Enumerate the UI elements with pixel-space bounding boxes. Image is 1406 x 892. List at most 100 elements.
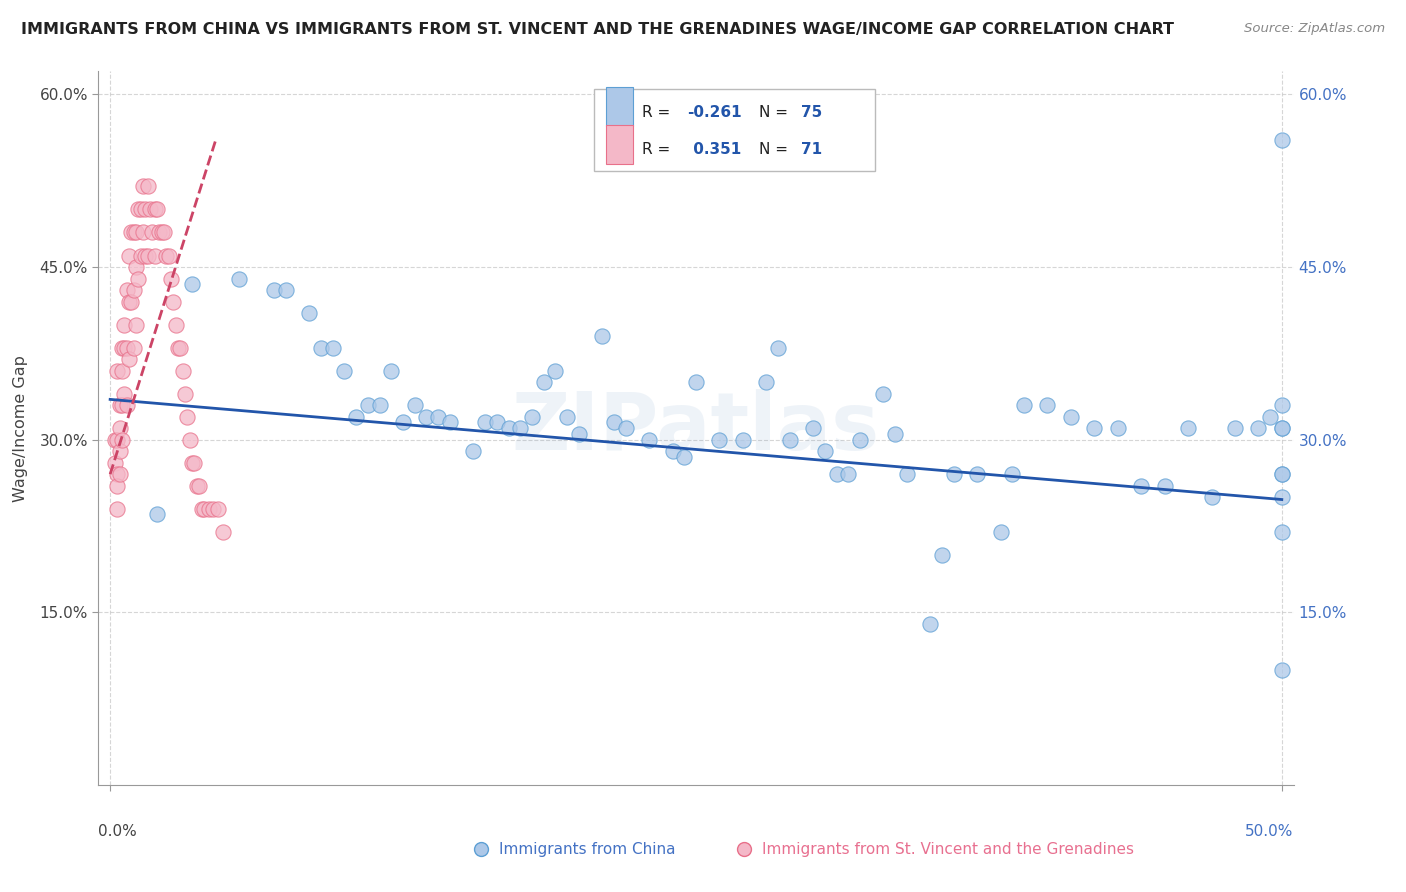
Point	[181, 277, 204, 292]
Point	[118, 294, 141, 309]
Point	[333, 363, 356, 377]
Point	[614, 421, 637, 435]
Point	[1060, 409, 1083, 424]
Point	[112, 341, 135, 355]
Point	[309, 341, 332, 355]
Point	[1247, 421, 1270, 435]
Point	[801, 421, 824, 435]
Point	[368, 398, 391, 412]
FancyBboxPatch shape	[606, 125, 633, 164]
Point	[120, 294, 142, 309]
Point	[108, 398, 131, 412]
Point	[172, 363, 194, 377]
Text: Immigrants from St. Vincent and the Grenadines: Immigrants from St. Vincent and the Gren…	[762, 842, 1133, 856]
Point	[134, 248, 156, 262]
Point	[127, 271, 149, 285]
Point	[766, 341, 789, 355]
Point	[105, 433, 128, 447]
Point	[1153, 479, 1175, 493]
Point	[112, 386, 135, 401]
Point	[1271, 467, 1294, 482]
Point	[1271, 490, 1294, 504]
Point	[1271, 467, 1294, 482]
Point	[942, 467, 965, 482]
Point	[1130, 479, 1153, 493]
Point	[155, 248, 177, 262]
Point	[298, 306, 321, 320]
Text: Source: ZipAtlas.com: Source: ZipAtlas.com	[1244, 22, 1385, 36]
Point	[322, 341, 344, 355]
Point	[108, 467, 131, 482]
Point	[533, 375, 555, 389]
Point	[603, 416, 626, 430]
Point	[1001, 467, 1024, 482]
Point	[105, 363, 128, 377]
Point	[380, 363, 402, 377]
Point	[709, 433, 731, 447]
Point	[1012, 398, 1035, 412]
Point	[115, 283, 138, 297]
Point	[1036, 398, 1059, 412]
Point	[673, 450, 696, 464]
Y-axis label: Wage/Income Gap: Wage/Income Gap	[14, 355, 28, 501]
Point	[132, 179, 155, 194]
Point	[150, 226, 173, 240]
Point	[105, 479, 128, 493]
Point	[183, 456, 205, 470]
Point	[755, 375, 778, 389]
Text: -0.261: -0.261	[688, 104, 742, 120]
FancyBboxPatch shape	[595, 89, 875, 171]
Point	[129, 248, 152, 262]
Point	[415, 409, 437, 424]
Point	[193, 501, 215, 516]
Point	[1271, 663, 1294, 677]
Point	[814, 444, 837, 458]
Point	[463, 444, 485, 458]
Point	[111, 341, 134, 355]
Text: R =: R =	[643, 143, 675, 157]
Point	[190, 501, 212, 516]
Point	[125, 318, 148, 332]
Point	[125, 226, 148, 240]
Point	[1271, 133, 1294, 147]
Text: ZIPatlas: ZIPatlas	[512, 389, 880, 467]
Point	[990, 524, 1012, 539]
Point	[157, 248, 180, 262]
Text: IMMIGRANTS FROM CHINA VS IMMIGRANTS FROM ST. VINCENT AND THE GRENADINES WAGE/INC: IMMIGRANTS FROM CHINA VS IMMIGRANTS FROM…	[21, 22, 1174, 37]
Point	[188, 479, 211, 493]
Point	[474, 416, 496, 430]
Point	[111, 398, 134, 412]
Point	[439, 416, 461, 430]
Point	[1083, 421, 1105, 435]
Point	[105, 501, 128, 516]
Point	[1271, 421, 1294, 435]
Point	[108, 444, 131, 458]
Point	[104, 433, 127, 447]
Point	[849, 433, 872, 447]
Point	[174, 386, 197, 401]
Point	[153, 226, 176, 240]
Point	[837, 467, 859, 482]
Point	[115, 398, 138, 412]
Point	[167, 341, 190, 355]
Point	[169, 341, 191, 355]
Point	[179, 433, 201, 447]
Point	[685, 375, 707, 389]
Point	[1223, 421, 1246, 435]
Point	[148, 226, 170, 240]
Text: R =: R =	[643, 104, 675, 120]
Point	[160, 271, 183, 285]
Point	[125, 260, 148, 274]
Point	[509, 421, 531, 435]
Point	[485, 416, 508, 430]
Point	[120, 226, 142, 240]
Point	[591, 329, 613, 343]
Point	[966, 467, 988, 482]
Point	[146, 508, 169, 522]
Point	[920, 616, 942, 631]
Point	[112, 318, 135, 332]
Text: 50.0%: 50.0%	[1246, 824, 1294, 839]
Point	[108, 421, 131, 435]
Point	[344, 409, 367, 424]
Point	[122, 341, 145, 355]
